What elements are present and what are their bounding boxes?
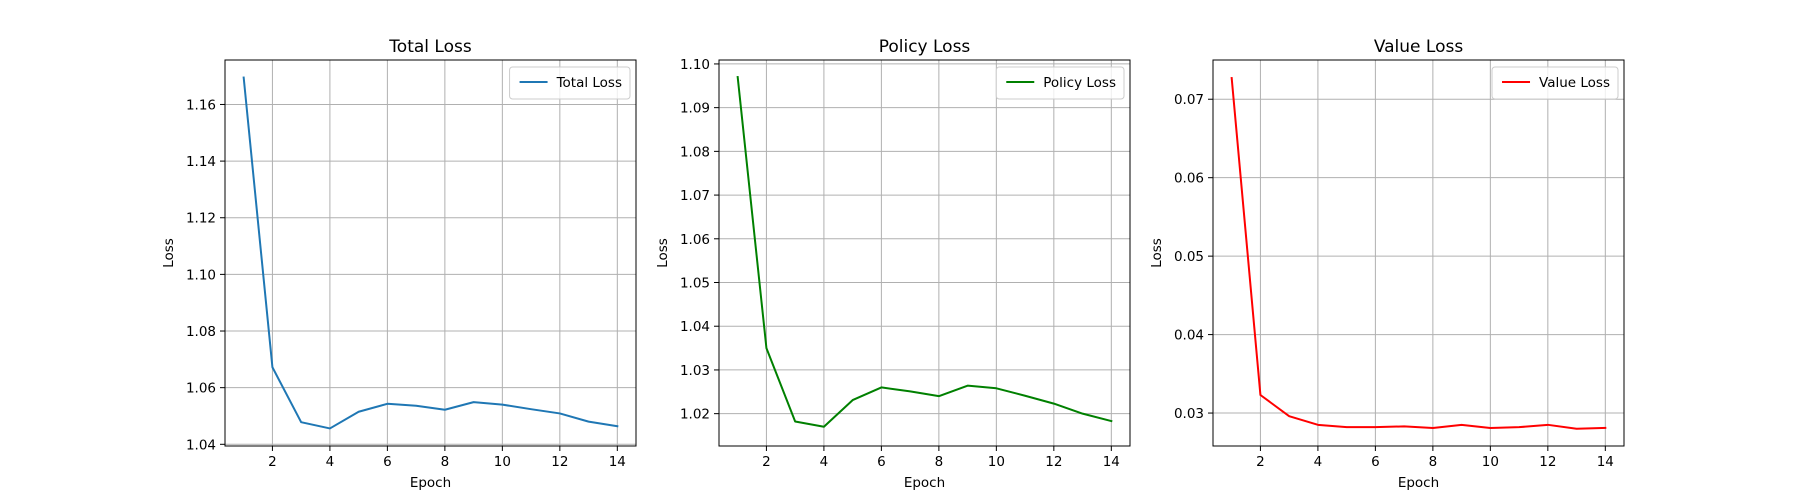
x-tick-label: 4: [326, 454, 335, 470]
y-axis-label: Loss: [1149, 238, 1165, 268]
x-tick-label: 6: [877, 454, 886, 470]
legend-box: [509, 66, 631, 100]
x-tick-label: 8: [935, 454, 944, 470]
x-axis-label: Epoch: [1398, 475, 1439, 491]
x-tick-label: 8: [1429, 454, 1438, 470]
x-tick-label: 6: [383, 454, 392, 470]
plot-frame: [718, 59, 1131, 447]
x-tick-label: 12: [1045, 454, 1062, 470]
legend-label: Value Loss: [1539, 75, 1610, 91]
x-tick-label: 2: [762, 454, 771, 470]
y-tick-label: 1.04: [680, 319, 710, 335]
y-tick-label: 1.02: [680, 407, 710, 423]
x-tick-label: 4: [1314, 454, 1323, 470]
legend-label: Total Loss: [556, 75, 622, 91]
y-tick-label: 1.08: [186, 324, 216, 340]
x-tick-label: 14: [1103, 454, 1120, 470]
x-tick-label: 8: [441, 454, 450, 470]
chart-panel-1: 2 4 6 8 10 12 14 1.04 1.06 1.08 1.10 1.12 1.14 1.16 To…: [161, 37, 637, 491]
y-tick-label: 1.16: [186, 97, 216, 113]
x-axis-label: Epoch: [410, 475, 451, 491]
y-tick-label: 1.09: [680, 101, 710, 117]
series-line-1: [242, 76, 619, 430]
legend-box: [1491, 66, 1619, 100]
chart-title: Policy Loss: [879, 37, 971, 57]
y-tick-label: 1.07: [680, 188, 710, 204]
y-tick-label: 1.04: [186, 437, 216, 453]
x-tick-label: 10: [494, 454, 511, 470]
legend: Value Loss: [1491, 66, 1619, 100]
y-tick-label: 1.06: [186, 381, 216, 397]
x-tick-label: 12: [551, 454, 568, 470]
chart-panel-2: 2 4 6 8 10 12 14 1.02 1.03 1.04 1.05 1.06 1.07 1.08 1.…: [655, 37, 1131, 491]
plot-frame: [1212, 59, 1625, 447]
x-tick-label: 2: [268, 454, 277, 470]
y-tick-label: 1.14: [186, 154, 216, 170]
x-tick-label: 10: [1482, 454, 1499, 470]
legend-box: [995, 66, 1125, 100]
chart-title: Total Loss: [388, 37, 472, 57]
y-tick-label: 1.10: [680, 57, 710, 73]
y-tick-label: 1.12: [186, 211, 216, 227]
chart-title: Value Loss: [1374, 37, 1464, 57]
plot-frame: [224, 59, 637, 447]
y-tick-label: 1.06: [680, 232, 710, 248]
y-tick-label: 0.03: [1174, 406, 1204, 422]
y-tick-label: 0.05: [1174, 249, 1204, 265]
y-tick-label: 1.10: [186, 267, 216, 283]
chart-panel-3: 2 4 6 8 10 12 14 0.03 0.04 0.05 0.06 0.07 Value Loss…: [1149, 37, 1625, 491]
x-tick-label: 4: [820, 454, 829, 470]
series-line-1: [736, 75, 1113, 428]
legend-label: Policy Loss: [1043, 75, 1116, 91]
y-axis-label: Loss: [161, 238, 177, 268]
y-tick-label: 0.04: [1174, 328, 1204, 344]
y-tick-label: 1.03: [680, 363, 710, 379]
x-tick-label: 14: [609, 454, 626, 470]
x-axis-label: Epoch: [904, 475, 945, 491]
y-tick-label: 1.05: [680, 276, 710, 292]
y-tick-label: 1.08: [680, 144, 710, 160]
series-line-1: [1230, 76, 1607, 430]
x-tick-label: 12: [1539, 454, 1556, 470]
x-tick-label: 6: [1371, 454, 1380, 470]
legend: Policy Loss: [995, 66, 1125, 100]
x-tick-label: 2: [1256, 454, 1265, 470]
legend: Total Loss: [509, 66, 631, 100]
y-tick-label: 0.06: [1174, 171, 1204, 187]
x-tick-label: 14: [1597, 454, 1614, 470]
y-axis-label: Loss: [655, 238, 671, 268]
x-tick-label: 10: [988, 454, 1005, 470]
y-tick-label: 0.07: [1174, 92, 1204, 108]
